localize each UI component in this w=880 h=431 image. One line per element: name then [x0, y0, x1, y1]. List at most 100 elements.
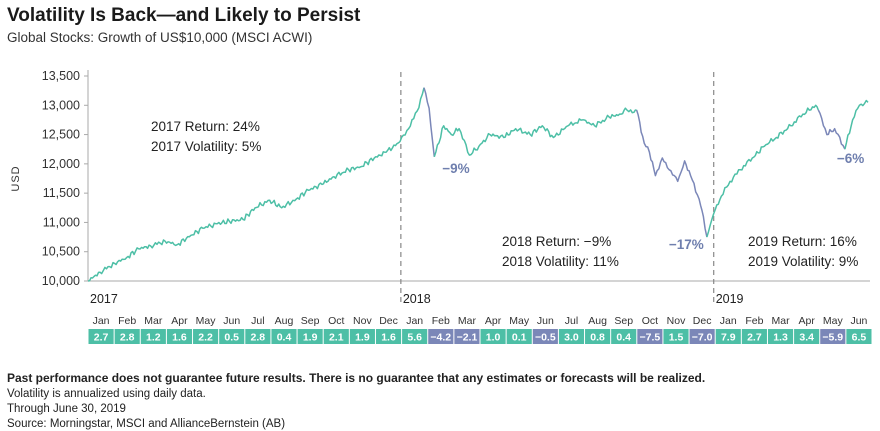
- monthly-return-cell: [375, 329, 402, 344]
- y-tick-label: 10,000: [42, 274, 80, 288]
- y-tick-label: 10,500: [42, 245, 80, 259]
- monthly-return-value: −7.5: [639, 332, 660, 344]
- monthly-return-value: −2.1: [457, 332, 478, 344]
- monthly-return-value: 1.3: [773, 332, 788, 344]
- monthly-return-cell: [245, 329, 271, 344]
- monthly-return-cell: [794, 329, 820, 344]
- year-label-2017: 2017: [90, 292, 118, 306]
- monthly-return-value: −0.5: [535, 332, 556, 344]
- monthly-return-value: 0.5: [224, 332, 239, 344]
- month-label: Dec: [379, 315, 398, 327]
- monthly-return-cell: [506, 329, 532, 344]
- monthly-return-value: 1.6: [172, 332, 187, 344]
- y-tick-label: 12,000: [42, 157, 80, 171]
- drawdown-line: [635, 109, 708, 238]
- month-label: May: [509, 315, 530, 327]
- monthly-return-cell: [114, 329, 140, 344]
- monthly-return-cell: [767, 329, 794, 344]
- month-label: Jun: [223, 315, 240, 327]
- growth-line: [706, 104, 819, 238]
- month-label: Feb: [745, 315, 763, 327]
- annotation-volatility-y2019: 2019 Volatility: 9%: [748, 254, 858, 269]
- monthly-return-value: 0.4: [277, 332, 292, 344]
- monthly-return-cell-negative: [454, 329, 480, 344]
- month-label: Jul: [565, 315, 578, 327]
- monthly-return-value: 0.4: [616, 332, 631, 344]
- monthly-return-cell: [480, 329, 506, 344]
- monthly-return-value: 2.1: [329, 332, 344, 344]
- month-label: Mar: [458, 315, 477, 327]
- annotation-volatility-y2018: 2018 Volatility: 11%: [502, 254, 619, 269]
- monthly-return-cell-negative: [637, 329, 663, 344]
- monthly-return-value: 1.9: [355, 332, 370, 344]
- monthly-return-cell: [323, 329, 349, 344]
- month-label: Jun: [850, 315, 867, 327]
- monthly-return-value: 0.8: [590, 332, 605, 344]
- month-label: Oct: [328, 315, 344, 327]
- monthly-return-value: 2.7: [94, 332, 109, 344]
- monthly-return-cell: [846, 329, 872, 344]
- drawdown-label: −17%: [669, 237, 704, 252]
- monthly-return-cell: [663, 329, 689, 344]
- footer-note: Volatility is annualized using daily dat…: [7, 388, 206, 400]
- annotation-return-y2019: 2019 Return: 16%: [748, 234, 857, 249]
- month-label: Sep: [614, 315, 633, 327]
- growth-line: [844, 99, 869, 150]
- y-tick-label: 13,000: [42, 98, 80, 112]
- monthly-return-cell: [611, 329, 637, 344]
- year-label-2018: 2018: [403, 292, 431, 306]
- y-tick-label: 12,500: [42, 128, 80, 142]
- month-label: Sep: [301, 315, 320, 327]
- monthly-return-cell: [271, 329, 297, 344]
- monthly-return-cell: [585, 329, 611, 344]
- monthly-return-cell-negative: [689, 329, 715, 344]
- monthly-return-value: 3.4: [799, 332, 814, 344]
- monthly-return-value: 1.9: [303, 332, 318, 344]
- monthly-return-cell: [219, 329, 245, 344]
- month-label: Feb: [432, 315, 450, 327]
- monthly-return-value: 2.7: [747, 332, 762, 344]
- monthly-return-value: 2.8: [251, 332, 266, 344]
- monthly-return-cell: [558, 329, 585, 344]
- y-axis-label: USD: [10, 165, 22, 191]
- monthly-return-cell: [166, 329, 193, 344]
- month-label: Apr: [485, 315, 502, 327]
- drawdown-line: [423, 87, 436, 157]
- monthly-return-cell: [297, 329, 323, 344]
- monthly-return-cell: [402, 329, 428, 344]
- footer-source: Source: Morningstar, MSCI and AllianceBe…: [7, 418, 286, 430]
- monthly-return-value: 3.0: [564, 332, 579, 344]
- drawdown-line: [817, 109, 846, 150]
- monthly-return-cell: [349, 329, 375, 344]
- monthly-return-value: −5.9: [822, 332, 843, 344]
- month-label: May: [196, 315, 217, 327]
- month-label: Apr: [798, 315, 815, 327]
- annotation-return-y2017: 2017 Return: 24%: [151, 119, 260, 134]
- month-label: Mar: [771, 315, 790, 327]
- month-label: Jan: [406, 315, 423, 327]
- annotation-volatility-y2017: 2017 Volatility: 5%: [151, 139, 261, 154]
- drawdown-label: −6%: [837, 151, 864, 166]
- annotation-return-y2018: 2018 Return: −9%: [502, 234, 611, 249]
- monthly-return-cell: [741, 329, 767, 344]
- month-label: Apr: [171, 315, 188, 327]
- month-label: Aug: [275, 315, 294, 327]
- monthly-return-cell-negative: [820, 329, 846, 344]
- monthly-return-value: 2.2: [198, 332, 213, 344]
- drawdown-label: −9%: [442, 161, 469, 176]
- monthly-return-cell-negative: [532, 329, 558, 344]
- footer-disclaimer: Past performance does not guarantee futu…: [7, 371, 706, 385]
- monthly-return-value: 6.5: [852, 332, 867, 344]
- month-label: Aug: [588, 315, 607, 327]
- month-label: Oct: [642, 315, 658, 327]
- y-tick-label: 11,500: [43, 186, 80, 200]
- monthly-return-value: 5.6: [407, 332, 422, 344]
- chart-title: Volatility Is Back—and Likely to Persist: [7, 5, 361, 26]
- growth-line: [433, 107, 637, 158]
- monthly-return-cell-negative: [428, 329, 454, 344]
- year-label-2019: 2019: [716, 292, 744, 306]
- month-label: Jan: [93, 315, 110, 327]
- month-label: Jul: [251, 315, 264, 327]
- monthly-return-cell: [715, 329, 741, 344]
- month-label: Jun: [537, 315, 554, 327]
